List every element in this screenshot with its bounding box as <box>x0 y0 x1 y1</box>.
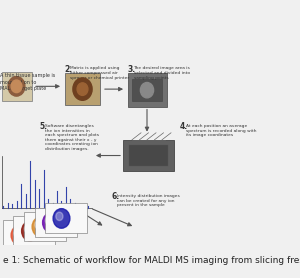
Circle shape <box>11 80 22 93</box>
Circle shape <box>73 78 92 100</box>
Circle shape <box>14 229 21 237</box>
Text: 2.: 2. <box>64 65 73 74</box>
FancyBboxPatch shape <box>3 220 45 250</box>
Text: At each position an average
spectrum is recorded along with
its image coordinate: At each position an average spectrum is … <box>186 124 256 137</box>
Text: 3.: 3. <box>128 65 136 74</box>
Text: m/z: m/z <box>46 213 56 218</box>
Text: e 1: Schematic of workflow for MALDI MS imaging from slicing fresh tissue to im: e 1: Schematic of workflow for MALDI MS … <box>3 256 300 265</box>
FancyBboxPatch shape <box>24 212 66 242</box>
Text: mounted on to: mounted on to <box>0 80 36 85</box>
Circle shape <box>43 213 59 232</box>
FancyBboxPatch shape <box>64 73 100 105</box>
FancyBboxPatch shape <box>14 216 56 246</box>
Text: MALDI target plate: MALDI target plate <box>0 86 46 91</box>
FancyBboxPatch shape <box>34 208 76 237</box>
Circle shape <box>140 83 154 98</box>
Circle shape <box>32 217 49 237</box>
Circle shape <box>77 83 88 95</box>
Circle shape <box>35 220 42 229</box>
Text: Software disentangles
the ion intensities in
each spectrum and plots
them agains: Software disentangles the ion intensitie… <box>45 124 99 151</box>
FancyBboxPatch shape <box>129 145 168 166</box>
FancyBboxPatch shape <box>45 203 87 233</box>
Circle shape <box>8 76 25 96</box>
Circle shape <box>56 212 63 220</box>
FancyBboxPatch shape <box>123 140 174 171</box>
Text: A thin tissue sample is: A thin tissue sample is <box>0 73 55 78</box>
FancyBboxPatch shape <box>128 73 167 106</box>
Text: 5.: 5. <box>39 122 47 131</box>
Text: The desired image area is
selected and divided into
sampling points: The desired image area is selected and d… <box>134 66 190 80</box>
Circle shape <box>53 209 70 228</box>
Circle shape <box>22 221 38 241</box>
Text: 4.: 4. <box>180 122 188 131</box>
FancyBboxPatch shape <box>2 72 31 101</box>
Circle shape <box>45 216 52 225</box>
Text: 6.: 6. <box>111 192 119 201</box>
Circle shape <box>11 225 28 245</box>
FancyBboxPatch shape <box>132 79 162 101</box>
Text: Intensity distribution images
can be created for any ion
present in the sample: Intensity distribution images can be cre… <box>117 194 180 207</box>
Text: Matrix is applied using
either compressed air
sprayer or chemical printer: Matrix is applied using either compresse… <box>70 66 130 80</box>
Circle shape <box>24 225 32 233</box>
